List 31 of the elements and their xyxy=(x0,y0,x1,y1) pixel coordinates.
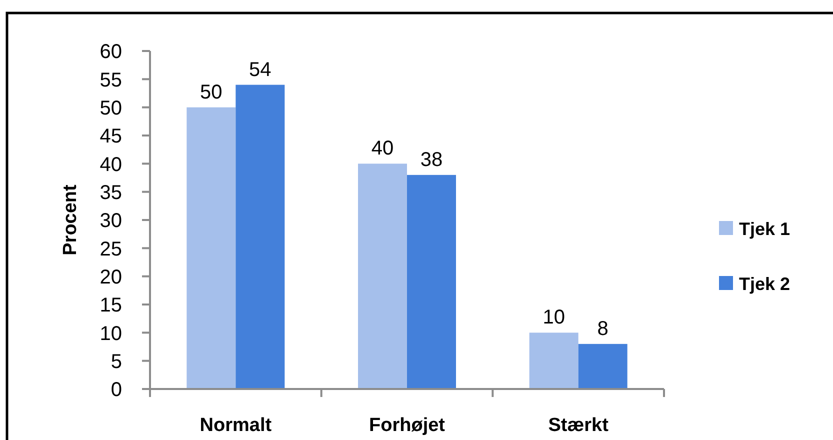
y-axis-title: Procent xyxy=(60,184,81,256)
bar xyxy=(578,344,628,389)
y-tick-label: 10 xyxy=(100,322,122,345)
y-tick-label: 50 xyxy=(100,98,122,120)
y-tick-label: 40 xyxy=(100,154,122,176)
data-label: 54 xyxy=(249,58,272,81)
bar xyxy=(358,164,407,389)
bar xyxy=(236,84,285,389)
x-tick-label: Normalt xyxy=(200,415,272,436)
x-tick-label: Stærkt xyxy=(548,415,610,436)
data-label: 40 xyxy=(371,138,394,160)
y-tick-label: 20 xyxy=(100,266,122,289)
y-tick-label: 35 xyxy=(100,182,122,204)
legend-label: Tjek 1 xyxy=(739,219,790,239)
y-tick-label: 60 xyxy=(100,41,122,64)
y-tick-label: 30 xyxy=(100,210,122,232)
bar xyxy=(529,332,578,389)
y-tick-label: 0 xyxy=(110,379,122,402)
data-label: 10 xyxy=(542,306,565,329)
y-tick-label: 5 xyxy=(110,351,122,374)
bar xyxy=(407,174,456,389)
y-tick-label: 55 xyxy=(100,69,122,92)
data-label: 50 xyxy=(200,81,222,104)
y-tick-label: 25 xyxy=(100,238,122,260)
x-tick-label: Forhøjet xyxy=(369,415,446,436)
data-label: 8 xyxy=(597,318,608,340)
legend-label: Tjek 2 xyxy=(739,274,790,294)
data-label: 38 xyxy=(420,148,443,171)
y-tick-label: 15 xyxy=(100,294,122,317)
y-tick-label: 45 xyxy=(100,126,122,148)
bar xyxy=(186,107,236,389)
